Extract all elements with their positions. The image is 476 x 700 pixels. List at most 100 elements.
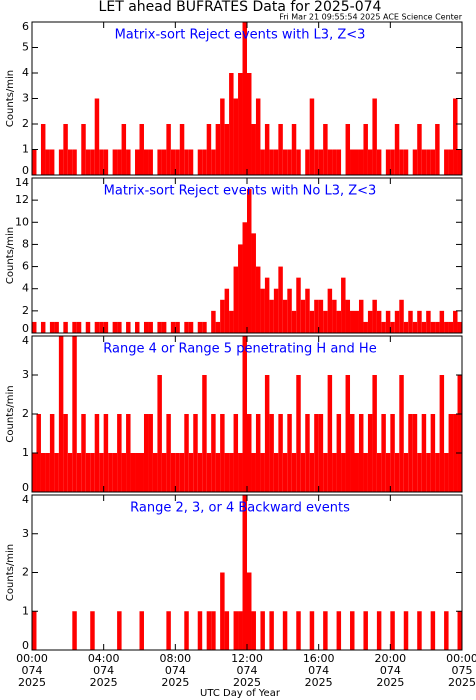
bar: [323, 310, 328, 333]
y-tick-label: 3: [22, 527, 29, 540]
x-tick-label: 2025: [233, 676, 261, 689]
bar: [435, 124, 440, 175]
bar: [341, 277, 346, 333]
bar: [63, 414, 68, 492]
bar: [367, 414, 373, 492]
bar: [215, 124, 221, 175]
bar: [157, 321, 162, 333]
bar: [430, 611, 436, 650]
bar: [242, 222, 247, 333]
bar: [184, 321, 189, 333]
bar: [345, 375, 351, 492]
bar: [385, 453, 391, 492]
bar: [76, 453, 82, 492]
y-tick-label: 1: [22, 604, 29, 617]
bar: [350, 149, 355, 175]
bar: [85, 149, 91, 175]
bar: [296, 375, 301, 492]
bar: [255, 98, 261, 175]
bar: [247, 414, 252, 492]
bar: [220, 572, 225, 650]
bar: [36, 414, 41, 492]
bar: [444, 149, 449, 175]
bar: [269, 149, 274, 175]
x-tick-label: 074: [165, 664, 186, 677]
bar: [417, 453, 422, 492]
x-tick-label: 2025: [305, 676, 333, 689]
bar: [211, 310, 216, 333]
x-tick-label: 12:00: [231, 652, 263, 665]
panel-title: Matrix-sort Reject events with L3, Z<3: [115, 28, 366, 43]
bar: [390, 321, 395, 333]
bar: [139, 611, 144, 650]
bar: [394, 453, 400, 492]
bar: [54, 321, 59, 333]
bar: [363, 611, 368, 650]
bar: [318, 414, 324, 492]
bar: [314, 414, 319, 492]
bar: [85, 321, 91, 333]
bar: [202, 375, 207, 492]
bar: [390, 414, 395, 492]
bar: [358, 414, 364, 492]
bar: [175, 321, 180, 333]
bar: [394, 310, 400, 333]
bar: [332, 453, 337, 492]
bar: [255, 266, 261, 333]
x-tick-label: 2025: [90, 676, 118, 689]
bar: [247, 572, 252, 650]
bar: [453, 98, 458, 175]
bar: [376, 149, 382, 175]
bar: [72, 336, 77, 492]
bar: [421, 321, 427, 333]
bar: [215, 321, 221, 333]
bar: [403, 149, 409, 175]
bar: [264, 124, 270, 175]
bar: [184, 611, 189, 650]
bar: [412, 149, 418, 175]
bar: [108, 453, 113, 492]
y-tick-label: 1: [22, 143, 29, 156]
bar: [220, 414, 225, 492]
y-tick-label: 0: [22, 164, 29, 177]
bar: [242, 336, 247, 492]
bar: [448, 414, 454, 492]
bar: [148, 321, 153, 333]
bar: [305, 288, 310, 333]
bar: [296, 277, 301, 333]
bar: [161, 321, 167, 333]
y-tick-label: 4: [22, 334, 29, 347]
chart-title: LET ahead BUFRATES Data for 2025-074: [99, 0, 382, 15]
bar: [448, 321, 454, 333]
bar: [278, 266, 283, 333]
bar: [251, 611, 256, 650]
bar: [403, 453, 409, 492]
bar: [99, 321, 104, 333]
bar: [291, 124, 297, 175]
bar: [103, 414, 109, 492]
bar: [282, 611, 288, 650]
bar: [453, 310, 458, 333]
bar: [166, 611, 171, 650]
bar: [426, 310, 431, 333]
x-tick-label: 074: [237, 664, 258, 677]
bar: [103, 149, 109, 175]
y-tick-label: 5: [22, 41, 29, 54]
bar: [238, 453, 243, 492]
bar: [63, 124, 68, 175]
bar: [229, 310, 234, 333]
bar: [157, 149, 162, 175]
bar: [408, 310, 413, 333]
bar: [444, 453, 449, 492]
bar: [49, 414, 55, 492]
bar: [188, 149, 194, 175]
bar: [126, 414, 131, 492]
bar: [197, 453, 203, 492]
y-axis-label: Counts/min: [5, 227, 16, 284]
bar: [135, 321, 140, 333]
bar: [300, 453, 306, 492]
bar: [32, 453, 37, 492]
bar: [166, 124, 171, 175]
bar: [126, 321, 131, 333]
x-tick-label: 04:00: [88, 652, 120, 665]
